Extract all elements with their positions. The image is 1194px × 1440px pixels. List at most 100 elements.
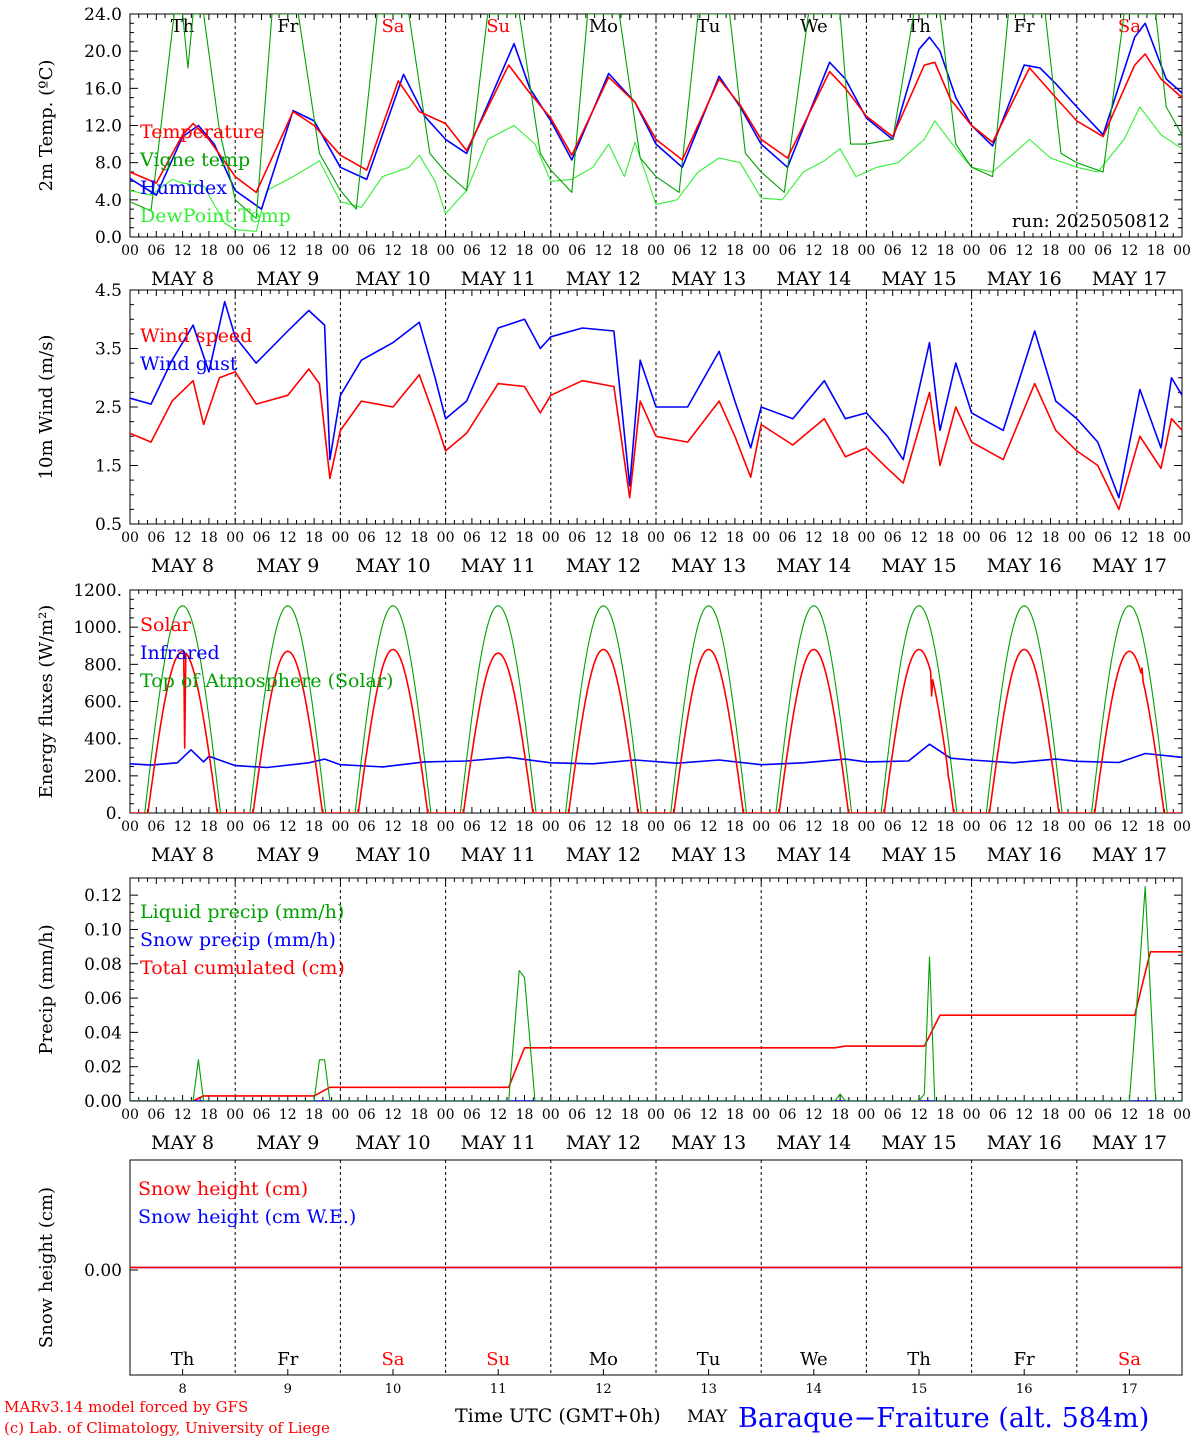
- date-label: MAY 8: [151, 844, 214, 866]
- hour-tick-label: 00: [331, 530, 349, 546]
- date-label: MAY 10: [355, 268, 430, 290]
- day-number-label: 11: [490, 1382, 507, 1397]
- date-label: MAY 9: [256, 1132, 319, 1154]
- date-label: MAY 14: [776, 555, 851, 577]
- x-axis-label: Time UTC (GMT+0h): [455, 1405, 661, 1427]
- hour-tick-label: 06: [1094, 243, 1112, 259]
- hour-tick-label: 00: [542, 530, 560, 546]
- y-tick-label: 24.0: [84, 5, 122, 25]
- hour-tick-label: 12: [489, 530, 507, 546]
- hour-tick-label: 00: [437, 819, 455, 835]
- date-label: MAY 15: [881, 555, 956, 577]
- day-of-week-label: Tu: [697, 1349, 721, 1370]
- y-tick-label: 200.: [84, 767, 122, 787]
- panel-wind: 0.5 1.5 2.5 3.5 4.5 10m Wind (m/s) 00 06 12 18 MAY…: [36, 281, 1191, 577]
- hour-tick-label: 18: [831, 1107, 849, 1123]
- hour-tick-label: 06: [358, 819, 376, 835]
- y-tick-label: 3.5: [95, 340, 122, 360]
- hour-tick-label: 18: [516, 243, 534, 259]
- hour-tick-label: 00: [752, 819, 770, 835]
- series-line: [130, 22, 1182, 210]
- hour-tick-label: 18: [410, 243, 428, 259]
- hour-tick-label: 00: [121, 819, 139, 835]
- legend-entry: Solar: [140, 614, 192, 636]
- y-axis-label: 2m Temp. (ºC): [36, 60, 57, 192]
- hour-tick-label: 00: [1068, 819, 1086, 835]
- day-number-label: 15: [911, 1382, 928, 1397]
- hour-tick-label: 12: [489, 819, 507, 835]
- hour-tick-label: 12: [1015, 530, 1033, 546]
- date-label: MAY 12: [566, 844, 641, 866]
- hour-tick-label: 00: [121, 243, 139, 259]
- date-label: MAY 9: [256, 555, 319, 577]
- hour-tick-label: 12: [700, 243, 718, 259]
- date-label: MAY 8: [151, 1132, 214, 1154]
- date-label: MAY 11: [461, 844, 536, 866]
- legend-entry: Snow height (cm): [138, 1178, 308, 1200]
- day-of-week-label: Tu: [697, 16, 721, 37]
- hour-tick-label: 12: [805, 530, 823, 546]
- footer-copyright: (c) Lab. of Climatology, University of L…: [4, 1419, 330, 1437]
- series-line: [130, 743, 1182, 769]
- hour-tick-label: 12: [910, 530, 928, 546]
- hour-tick-label: 12: [1120, 819, 1138, 835]
- date-label: MAY 14: [776, 268, 851, 290]
- hour-tick-label: 00: [1068, 530, 1086, 546]
- day-of-week-label: Sa: [1118, 16, 1141, 37]
- hour-tick-label: 06: [779, 1107, 797, 1123]
- date-label: MAY 13: [671, 268, 746, 290]
- hour-tick-label: 06: [358, 1107, 376, 1123]
- series-line: [130, 14, 1182, 219]
- panel-snow: 0.00 Snow height (cm) Th Fr Sa Su Mo Tu We Th Fr Sa…: [36, 1159, 1183, 1397]
- hour-tick-label: 12: [594, 243, 612, 259]
- hour-tick-label: 06: [1094, 530, 1112, 546]
- hour-tick-label: 06: [358, 530, 376, 546]
- hour-tick-label: 18: [1042, 243, 1060, 259]
- y-tick-label: 800.: [84, 655, 122, 675]
- hour-tick-label: 18: [1147, 819, 1165, 835]
- hour-tick-label: 12: [700, 1107, 718, 1123]
- hour-tick-label: 12: [910, 1107, 928, 1123]
- legend-entry: Humidex: [140, 177, 227, 199]
- date-label: MAY 8: [151, 555, 214, 577]
- hour-tick-label: 18: [305, 243, 323, 259]
- hour-tick-label: 12: [700, 530, 718, 546]
- hour-tick-label: 06: [147, 243, 165, 259]
- date-label: MAY 16: [987, 1132, 1062, 1154]
- hour-tick-label: 18: [410, 530, 428, 546]
- hour-tick-label: 00: [752, 530, 770, 546]
- hour-tick-label: 12: [594, 1107, 612, 1123]
- legend-entry: Temperature: [140, 121, 264, 143]
- y-tick-label: 12.0: [84, 117, 122, 137]
- series-line: [130, 951, 1182, 1101]
- hour-tick-label: 18: [936, 243, 954, 259]
- hour-tick-label: 06: [884, 1107, 902, 1123]
- date-label: MAY 10: [355, 555, 430, 577]
- hour-tick-label: 18: [1147, 243, 1165, 259]
- hour-tick-label: 18: [726, 1107, 744, 1123]
- hour-tick-label: 00: [647, 243, 665, 259]
- y-tick-label: 0.08: [84, 955, 122, 975]
- y-tick-label: 2.5: [95, 398, 122, 418]
- hour-tick-label: 00: [1173, 530, 1191, 546]
- hour-tick-label: 18: [305, 530, 323, 546]
- series-group: [130, 605, 1182, 813]
- hour-tick-label: 18: [305, 1107, 323, 1123]
- y-tick-label: 4.0: [95, 191, 122, 211]
- hour-tick-label: 18: [936, 1107, 954, 1123]
- hour-tick-label: 00: [542, 1107, 560, 1123]
- hour-tick-label: 12: [594, 530, 612, 546]
- hour-tick-label: 18: [831, 530, 849, 546]
- hour-tick-label: 06: [463, 530, 481, 546]
- hour-tick-label: 12: [384, 530, 402, 546]
- hour-tick-label: 06: [884, 530, 902, 546]
- date-label: MAY 8: [151, 268, 214, 290]
- hour-tick-label: 18: [621, 1107, 639, 1123]
- y-tick-label: 0.06: [84, 989, 122, 1009]
- hour-tick-label: 00: [542, 243, 560, 259]
- day-number-label: 16: [1016, 1382, 1033, 1397]
- y-tick-label: 400.: [84, 730, 122, 750]
- hour-tick-label: 00: [1173, 819, 1191, 835]
- y-axis-label: Snow height (cm): [36, 1187, 57, 1348]
